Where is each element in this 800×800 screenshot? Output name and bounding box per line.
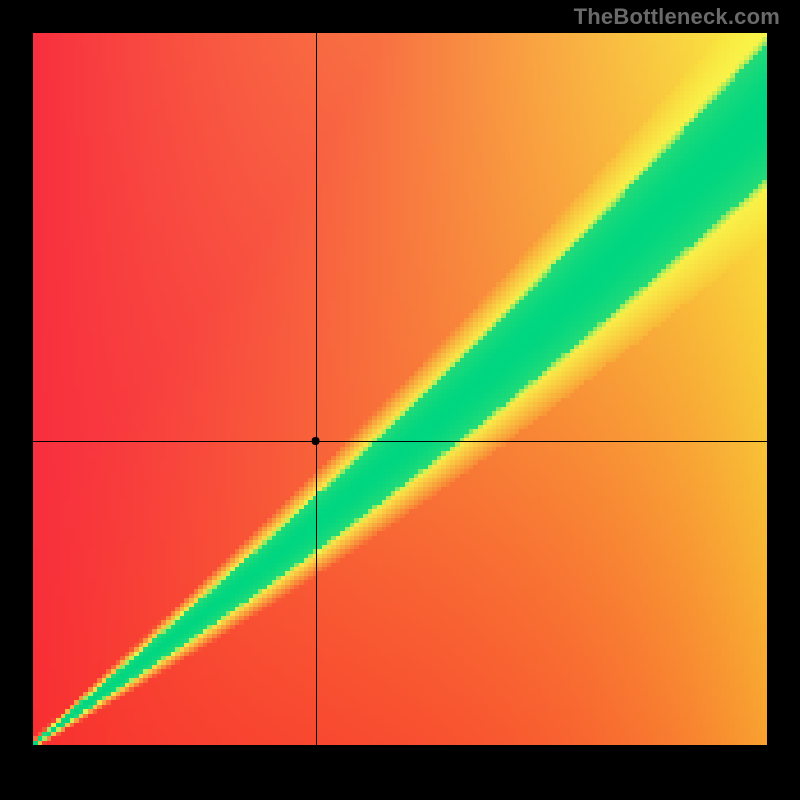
heatmap-canvas — [0, 0, 800, 800]
watermark-text: TheBottleneck.com — [574, 4, 780, 30]
